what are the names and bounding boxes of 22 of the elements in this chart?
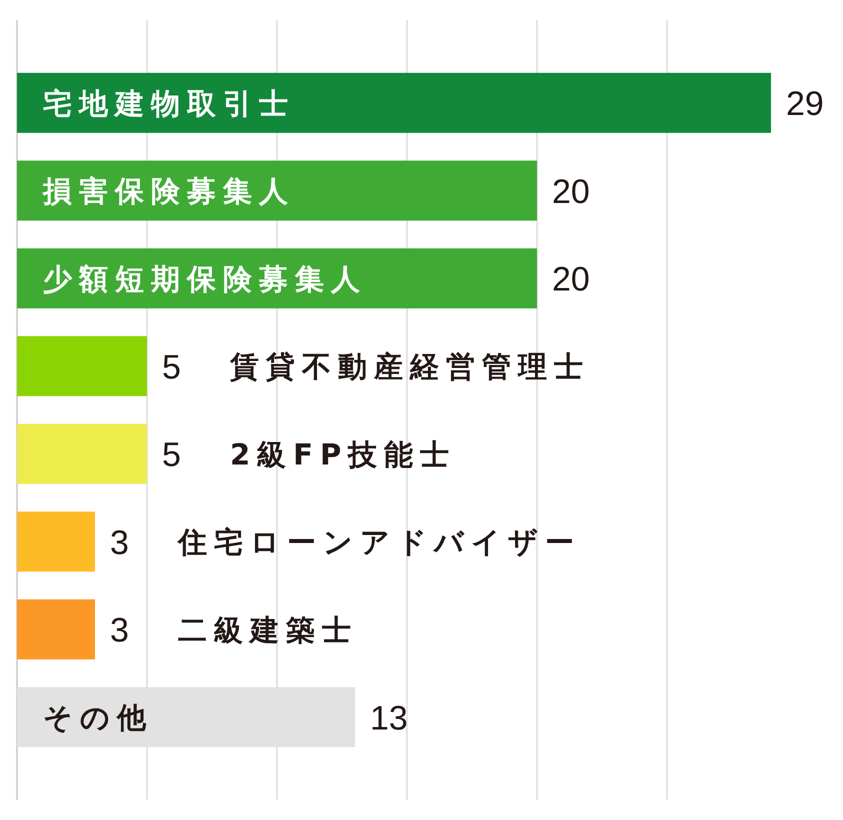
y-tick-label: 宅地建物取引士 [43, 86, 295, 120]
data-label: 5 [162, 348, 181, 386]
bar [17, 512, 95, 572]
bar [17, 424, 147, 484]
y-tick-label: 住宅ローンアドバイザー [176, 525, 581, 560]
y-tick-label: 損害保険募集人 [42, 174, 295, 208]
data-label: 3 [110, 612, 129, 650]
y-tick-label: 少額短期保険募集人 [43, 262, 367, 296]
bar [17, 72, 771, 133]
data-label: 29 [786, 85, 824, 124]
y-tick-label: その他 [43, 700, 153, 735]
y-tick-label: 2級FP技能士 [230, 437, 456, 472]
data-label: 13 [370, 699, 408, 738]
bar [17, 336, 147, 396]
data-label: 20 [552, 260, 590, 299]
bar [17, 599, 95, 660]
y-tick-label: 賃貸不動産経営管理士 [229, 350, 590, 384]
data-label: 5 [162, 436, 181, 474]
data-label: 3 [110, 524, 129, 562]
data-label: 20 [552, 172, 590, 211]
bar [17, 160, 537, 221]
y-tick-label: 二級建築士 [178, 612, 358, 647]
